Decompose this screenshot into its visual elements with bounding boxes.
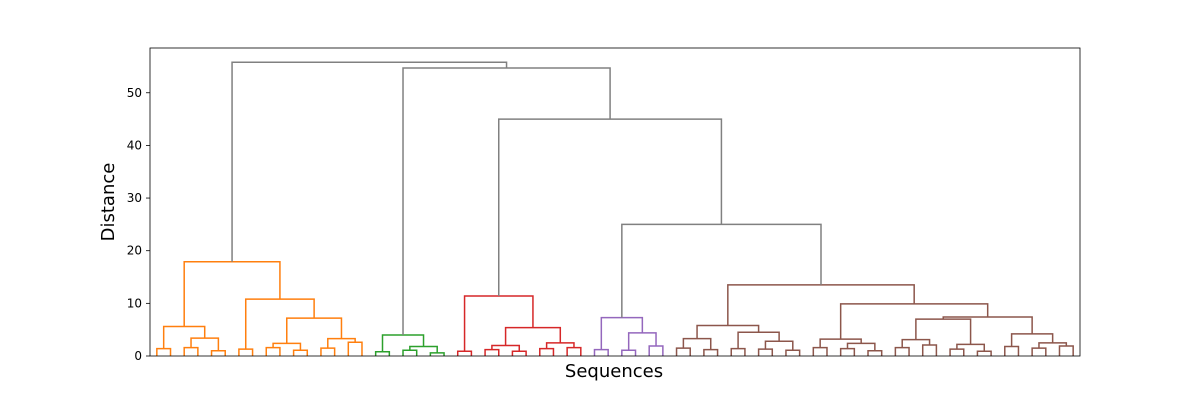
dendrogram-link [402,349,418,356]
dendrogram-link [244,298,315,350]
dendrogram-link [381,334,425,352]
y-tick-label: 20 [127,244,142,258]
dendrogram-link [286,317,343,344]
y-axis: 0 10 20 30 40 50 [127,86,150,363]
dendrogram-upper-link [231,61,508,262]
dendrogram-link [265,346,281,356]
dendrogram-link [539,347,555,356]
dendrogram-upper-link [498,118,723,296]
dendrogram-link [682,337,712,350]
dendrogram-link [1031,347,1047,356]
dendrogram-link [949,348,965,356]
dendrogram-link [737,331,780,349]
y-tick-label: 50 [127,86,142,100]
dendrogram-link [238,348,254,356]
dendrogram-link [1038,342,1068,349]
dendrogram-link [484,348,500,356]
dendrogram-link [839,303,989,340]
dendrogram-link [600,316,644,350]
dendrogram-link [545,342,575,349]
dendrogram-links [156,61,1074,356]
dendrogram-link [976,350,992,356]
dendrogram-link [757,348,774,356]
dendrogram-upper-link [621,223,822,318]
dendrogram-link [210,349,226,356]
dendrogram-link [675,347,691,356]
dendrogram-link [915,318,972,345]
dendrogram-link [593,348,609,356]
dendrogram-link [511,350,527,356]
dendrogram-link [272,342,302,351]
dendrogram-link [347,341,363,356]
dendrogram-link [327,337,356,349]
dendrogram-link [901,338,931,348]
dendrogram-link [867,349,883,356]
dendrogram-link [1010,333,1054,347]
y-tick-label: 40 [127,138,142,152]
dendrogram-link [727,284,915,326]
dendrogram-link [429,352,445,356]
dendrogram-link [1004,345,1020,356]
dendrogram-link [648,345,664,356]
y-tick-label: 10 [127,296,142,310]
dendrogram-link [463,295,534,352]
dendrogram-link [456,350,473,356]
dendrogram-link [292,349,309,356]
plot-frame [149,47,1081,357]
dendrogram-link [621,349,637,356]
dendrogram-link [190,337,220,351]
dendrogram-link [956,343,986,352]
dendrogram-upper-link [402,67,611,335]
dendrogram-link [921,344,938,356]
dendrogram-link [1058,345,1074,356]
y-tick-label: 0 [134,349,142,363]
dendrogram-link [627,332,657,351]
x-axis-label: Sequences [565,361,663,382]
dendrogram-link [566,346,582,356]
dendrogram-link [320,347,336,356]
y-tick-label: 30 [127,191,142,205]
dendrogram-link [730,347,746,356]
dendrogram-link [839,347,856,356]
y-axis-label: Distance [98,163,119,242]
dendrogram-link [156,347,172,356]
dendrogram-link [785,349,801,356]
dendrogram-link [894,346,910,356]
dendrogram-link [846,342,876,351]
dendrogram-link [374,351,391,356]
dendrogram-link [812,346,828,356]
dendrogram-link [183,346,199,356]
dendrogram-link [703,348,719,356]
dendrogram-link [183,261,281,327]
